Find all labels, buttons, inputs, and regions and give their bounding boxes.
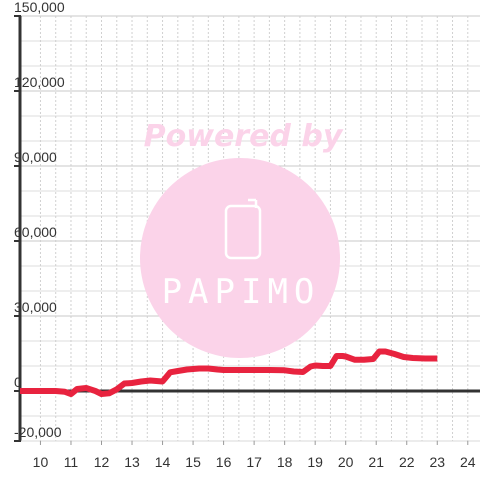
- series-layer: [20, 348, 438, 397]
- x-tick-label: 13: [124, 454, 140, 470]
- x-tick-label: 20: [338, 454, 354, 470]
- y-tick-label: 0: [14, 374, 22, 390]
- x-tick-label: 22: [399, 454, 415, 470]
- x-tick-label: 17: [246, 454, 262, 470]
- y-tick-label: 60,000: [14, 224, 57, 240]
- y-tick-label: 150,000: [14, 0, 65, 15]
- x-tick-label: 15: [185, 454, 201, 470]
- y-tick-label: -20,000: [14, 424, 62, 440]
- x-tick-label: 14: [155, 454, 171, 470]
- x-tick-label: 23: [429, 454, 445, 470]
- tick-labels: 150,000 120,000 90,000 60,000 30,000 0 -20,000…: [14, 0, 476, 470]
- watermark-brand: PAPIMO: [162, 272, 321, 312]
- x-tick-label: 10: [33, 454, 49, 470]
- x-tick-label: 18: [277, 454, 293, 470]
- y-tick-label: 120,000: [14, 74, 65, 90]
- x-tick-label: 19: [307, 454, 323, 470]
- x-tick-label: 24: [460, 454, 476, 470]
- x-tick-label: 21: [368, 454, 384, 470]
- series-line: [20, 348, 438, 397]
- x-tick-label: 12: [94, 454, 110, 470]
- y-tick-label: 30,000: [14, 299, 57, 315]
- phone-icon: [224, 198, 262, 260]
- watermark-powered-by: Powered by: [144, 119, 344, 154]
- y-tick-label: 90,000: [14, 149, 57, 165]
- x-tick-label: 11: [64, 454, 79, 470]
- x-tick-label: 16: [216, 454, 232, 470]
- watermark: Powered by PAPIMO: [140, 119, 344, 358]
